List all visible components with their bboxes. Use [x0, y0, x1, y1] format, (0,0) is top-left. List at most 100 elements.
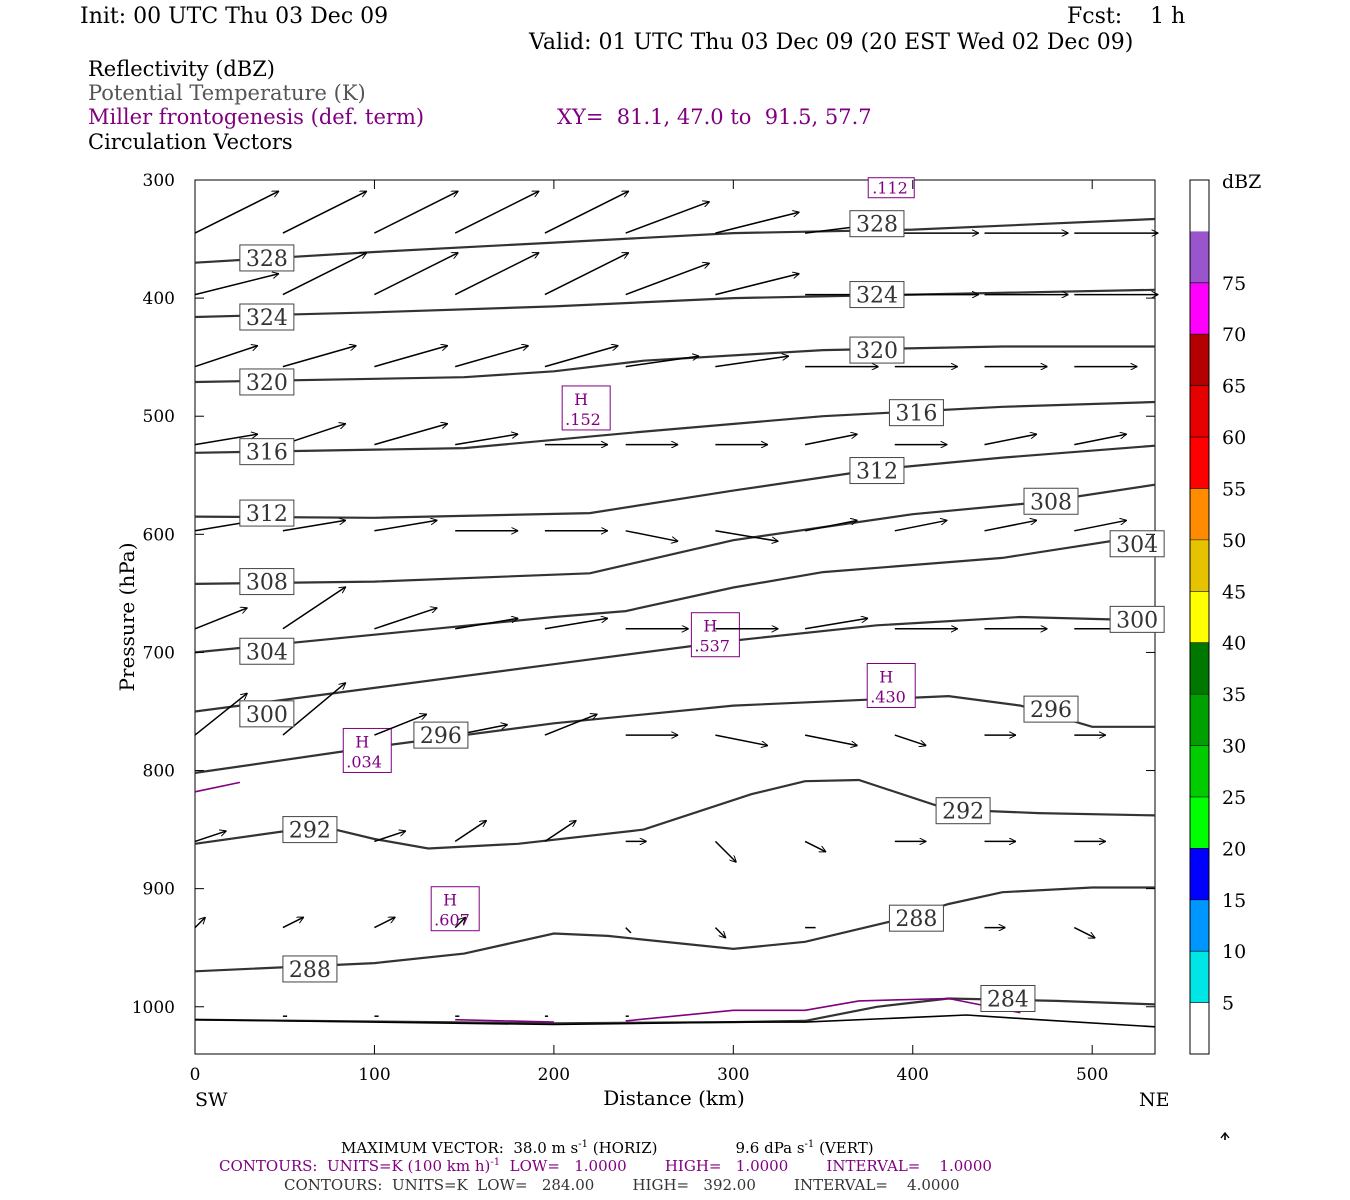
- colorbar-segment: [1190, 796, 1209, 849]
- legend-circulation-vectors: Circulation Vectors: [88, 130, 293, 154]
- circulation-vector: [984, 434, 1038, 446]
- theta-label-292: 292: [942, 800, 984, 825]
- theta-label-box: [1109, 605, 1165, 633]
- y-tick-label: 800: [143, 762, 175, 782]
- colorbar-label: 60: [1222, 427, 1246, 449]
- circulation-vector: [374, 831, 406, 843]
- theta-label-box: [1023, 487, 1079, 515]
- theta-label-288: 288: [895, 907, 937, 932]
- circulation-vector: [282, 916, 304, 929]
- miller-maximum-h: H: [574, 390, 588, 409]
- theta-label-316: 316: [246, 441, 288, 466]
- y-tick-label: 600: [143, 525, 175, 545]
- circulation-vector: [714, 927, 726, 939]
- colorbar-segment: [1190, 951, 1209, 1003]
- circulation-vector: [282, 251, 367, 296]
- colorbar-segment: [1190, 334, 1209, 386]
- y-tick-label: 1000: [132, 998, 175, 1018]
- miller-contour-info: CONTOURS: UNITS=K (100 km h)-1 LOW= 1.00…: [219, 1157, 992, 1175]
- miller-maximum-value: .112: [872, 179, 908, 198]
- circulation-vector: [715, 212, 799, 234]
- theta-label-300: 300: [246, 703, 288, 728]
- theta-label-box: [935, 797, 991, 825]
- x-tick-label: 300: [717, 1065, 749, 1085]
- colorbar-segment: [1190, 385, 1209, 438]
- colorbar-segment: [1190, 539, 1209, 592]
- circulation-vector: [625, 202, 710, 234]
- circulation-vector: [194, 917, 206, 929]
- circulation-vector: [454, 819, 487, 843]
- theta-label-296: 296: [1030, 698, 1072, 723]
- circulation-vector: [454, 190, 539, 234]
- theta-label-box: [980, 984, 1036, 1012]
- theta-label-324: 324: [856, 284, 898, 309]
- miller-maximum-box: [430, 886, 480, 932]
- colorbar-label: 75: [1222, 273, 1246, 295]
- miller-maximum-h: H: [879, 668, 893, 687]
- theta-contour-312: [194, 444, 1156, 519]
- circulation-vector: [282, 190, 367, 234]
- theta-label-296: 296: [420, 724, 462, 749]
- theta-label-box: [239, 568, 295, 596]
- theta-contour-info: CONTOURS: UNITS=K LOW= 284.00 HIGH= 392.…: [284, 1176, 960, 1194]
- colorbar-segment: [1190, 180, 1209, 232]
- theta-label-box: [849, 281, 905, 309]
- y-tick-label: 900: [143, 880, 175, 900]
- miller-maximum-box: [866, 663, 916, 709]
- colorbar-segment: [1190, 591, 1209, 643]
- miller-maximum-h: H: [355, 732, 369, 751]
- circulation-vector: [714, 840, 736, 862]
- circulation-vector: [625, 356, 700, 368]
- colorbar-label: 40: [1222, 633, 1246, 655]
- circulation-vector: [715, 530, 778, 542]
- circulation-vector: [804, 618, 868, 630]
- circulation-vector: [455, 618, 518, 630]
- circulation-vector: [625, 263, 710, 296]
- circulation-vector: [194, 434, 258, 446]
- colorbar-segment: [1190, 437, 1209, 489]
- x-tick-label: 400: [897, 1065, 929, 1085]
- miller-contour: [194, 781, 241, 793]
- y-tick-label: 300: [143, 171, 175, 191]
- theta-label-292: 292: [289, 819, 331, 844]
- valid-time: Valid: 01 UTC Thu 03 Dec 09 (20 EST Wed …: [529, 30, 1134, 55]
- circulation-vector: [625, 530, 679, 542]
- theta-label-box: [239, 637, 295, 665]
- theta-label-box: [849, 457, 905, 485]
- circulation-vector: [374, 608, 437, 630]
- colorbar-segment: [1190, 282, 1209, 335]
- circulation-vector: [194, 608, 248, 630]
- x-tick-label: 200: [538, 1065, 570, 1085]
- colorbar-segment: [1190, 642, 1209, 695]
- colorbar-segment: [1190, 899, 1209, 952]
- legend-potential-temperature: Potential Temperature (K): [88, 81, 366, 105]
- colorbar-label: 45: [1222, 581, 1246, 603]
- colorbar-label: 55: [1222, 478, 1246, 500]
- x-axis-title: Distance (km): [603, 1086, 745, 1110]
- miller-maximum-box: [342, 727, 392, 773]
- theta-label-320: 320: [246, 371, 288, 396]
- theta-label-328: 328: [856, 213, 898, 238]
- circulation-vector: [374, 916, 395, 929]
- colorbar-segment: [1190, 694, 1209, 746]
- circulation-vector: [194, 190, 279, 234]
- circulation-vector: [282, 520, 346, 532]
- x-tick-label: 0: [190, 1065, 201, 1085]
- theta-label-box: [239, 368, 295, 396]
- cross-section-endpoints: XY= 81.1, 47.0 to 91.5, 57.7: [557, 105, 872, 129]
- theta-label-300: 300: [1116, 608, 1158, 633]
- miller-maximum-h: H: [703, 617, 717, 636]
- theta-label-284: 284: [987, 987, 1029, 1012]
- circulation-vector: [454, 917, 466, 929]
- legend-reflectivity: Reflectivity (dBZ): [88, 57, 276, 81]
- theta-label-box: [849, 210, 905, 238]
- y-tick-label: 700: [143, 643, 175, 663]
- theta-label-312: 312: [246, 502, 288, 527]
- colorbar-frame: [1189, 179, 1210, 1055]
- circulation-vector: [374, 251, 458, 296]
- max-vector-info: MAXIMUM VECTOR: 38.0 m s-1 (HORIZ) 9.6 dP…: [341, 1139, 874, 1157]
- surface-line: [194, 1014, 1156, 1028]
- theta-label-308: 308: [1030, 490, 1072, 515]
- colorbar-label: 65: [1222, 376, 1246, 398]
